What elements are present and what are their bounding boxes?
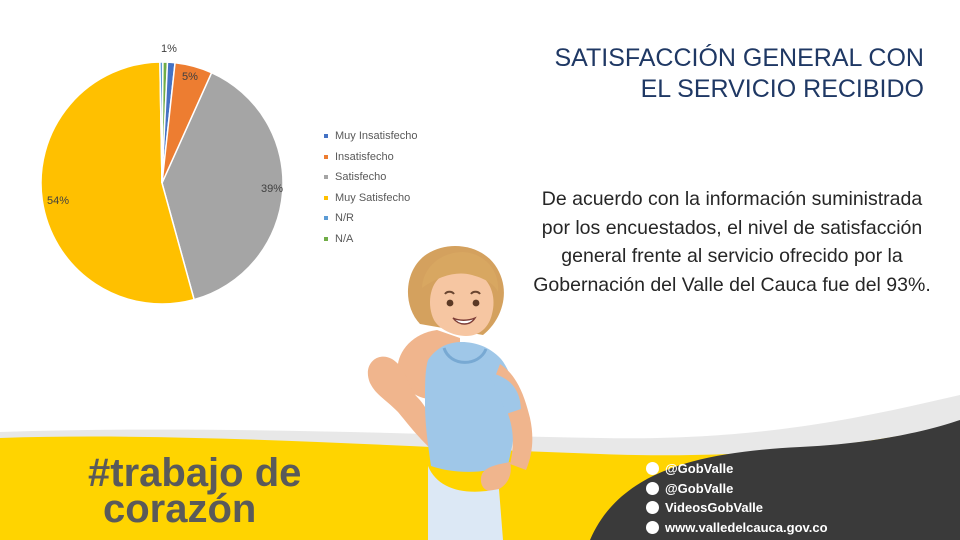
footer-dark-shape	[590, 420, 960, 540]
social-links: @GobValle @GobValle VideosGobValle www.v…	[646, 459, 906, 537]
legend-label: N/A	[335, 232, 354, 245]
legend-label: Muy Satisfecho	[335, 191, 411, 204]
pie-chart-svg: 1% 5% 39% 54%	[40, 43, 284, 305]
pie-slice-insatisfecho	[161, 61, 213, 184]
pie-label-satisfecho: 39%	[261, 183, 283, 195]
legend-item: Insatisfecho	[324, 147, 474, 168]
social-row-twitter[interactable]: @GobValle	[646, 479, 906, 499]
description-text: De acuerdo con la información suministra…	[533, 188, 931, 296]
legend-label: N/R	[335, 212, 354, 225]
legend-swatch	[324, 175, 328, 180]
social-label: VideosGobValle	[665, 500, 764, 516]
social-row-web[interactable]: www.valledelcauca.gov.co	[646, 518, 906, 538]
social-label: www.valledelcauca.gov.co	[665, 519, 828, 535]
pie-slice-muy-satisfecho	[40, 61, 196, 305]
slogan-hashtag: #trabajo de	[88, 451, 302, 495]
pie-chart: 1% 5% 39% 54%	[0, 0, 320, 320]
title-line-1: SATISFACCIÓN GENERAL CON	[554, 44, 924, 72]
legend-swatch	[324, 216, 328, 221]
pie-label-insatisfecho: 5%	[182, 71, 198, 83]
facebook-icon	[646, 462, 659, 476]
social-row-facebook[interactable]: @GobValle	[646, 459, 906, 479]
woman-illustration	[367, 246, 533, 540]
legend-swatch	[324, 195, 328, 200]
chart-legend: Muy Insatisfecho Insatisfecho Satisfecho Mu…	[324, 126, 474, 249]
legend-label: Insatisfecho	[335, 150, 394, 163]
legend-swatch	[324, 236, 328, 241]
legend-swatch	[324, 154, 328, 159]
legend-item: N/R	[324, 208, 474, 229]
legend-item: Satisfecho	[324, 167, 474, 188]
title-line-2: EL SERVICIO RECIBIDO	[640, 75, 924, 103]
social-label: @GobValle	[665, 461, 734, 477]
social-row-youtube[interactable]: VideosGobValle	[646, 498, 906, 518]
youtube-icon	[646, 501, 659, 515]
pie-label-muy-insatisfecho: 1%	[161, 43, 177, 55]
page-title: SATISFACCIÓN GENERAL CON EL SERVICIO REC…	[454, 43, 924, 105]
social-label: @GobValle	[665, 480, 734, 496]
legend-item: Muy Satisfecho	[324, 188, 474, 209]
twitter-icon	[646, 481, 659, 495]
legend-label: Satisfecho	[335, 171, 387, 184]
legend-item: N/A	[324, 229, 474, 250]
web-icon	[646, 520, 659, 534]
legend-label: Muy Insatisfecho	[335, 130, 418, 143]
pie-slice-satisfecho	[161, 71, 284, 301]
slogan-word: corazón	[103, 487, 257, 531]
pie-label-muy-satisfecho: 54%	[47, 195, 69, 207]
legend-item: Muy Insatisfecho	[324, 126, 474, 147]
legend-swatch	[324, 134, 328, 139]
